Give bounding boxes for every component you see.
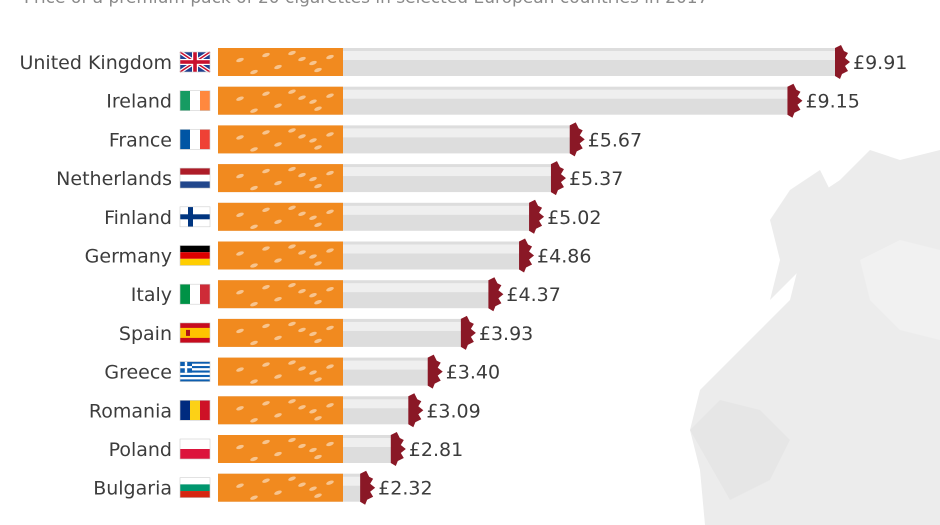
chart-row: Finland £5.02 (104, 199, 601, 234)
bar-highlight (343, 167, 554, 177)
cigarette-filter (218, 164, 343, 193)
chart-row: France £5.67 (109, 122, 642, 157)
bar-highlight (343, 51, 838, 60)
chart-row: Bulgaria £2.32 (93, 470, 433, 505)
filter-speckles (236, 244, 334, 268)
bar-highlight (343, 321, 464, 331)
country-label: Finland (104, 207, 172, 229)
greece-flag-icon (179, 361, 211, 382)
chart-row: Greece £3.40 (104, 354, 500, 389)
cigarette-filter (218, 86, 343, 115)
filter-speckles (236, 399, 334, 423)
filter-speckles (236, 283, 334, 307)
country-label: Greece (104, 362, 172, 384)
cigarette-ash-tip (519, 238, 535, 273)
country-label: Netherlands (56, 168, 172, 190)
netherlands-flag-icon (179, 167, 211, 189)
chart-row: Germany £4.86 (85, 238, 591, 273)
cigarette-ash-tip (460, 315, 476, 350)
country-label: Poland (109, 439, 172, 461)
cigarette-ash-tip (408, 393, 424, 428)
chart-row: Poland £2.81 (109, 432, 463, 466)
filter-speckles (236, 321, 334, 346)
value-label: £2.32 (378, 478, 432, 500)
cigarette-ash-tip (529, 199, 545, 234)
spain-flag-icon (179, 322, 211, 344)
value-label: £9.91 (853, 52, 907, 74)
filter-speckles (236, 476, 334, 500)
cigarette-filter (218, 48, 343, 76)
bar-highlight (343, 283, 492, 293)
finland-flag-icon (179, 206, 211, 228)
uk-flag-icon (178, 50, 212, 74)
cigarette-ash-tip (787, 83, 803, 118)
chart-row: Netherlands £5.37 (56, 161, 623, 196)
country-label: Romania (89, 400, 172, 422)
cigarette-filter (218, 125, 343, 154)
filter-speckles (236, 50, 334, 75)
filter-speckles (236, 89, 334, 113)
cigarette-ash-tip (488, 277, 504, 312)
cigarette-ash-tip (390, 432, 406, 466)
value-label: £5.02 (547, 207, 601, 229)
chart-row: United Kingdom £9.91 (19, 45, 907, 79)
bulgaria-flag-icon (179, 477, 211, 499)
chart-row: Ireland £9.15 (106, 83, 860, 118)
cigarette-ash-tip (835, 45, 850, 79)
filter-speckles (236, 360, 334, 384)
value-label: £4.86 (537, 246, 591, 268)
cigarette-filter (218, 473, 343, 502)
cigarette-filter (218, 280, 343, 309)
country-label: Bulgaria (93, 478, 172, 500)
value-label: £4.37 (506, 284, 560, 306)
cigarette-ash-tip (569, 122, 585, 157)
cigarette-ash-tip (427, 354, 443, 389)
poland-flag-icon (179, 438, 211, 460)
bar-highlight (343, 128, 573, 138)
value-label: £9.15 (805, 91, 859, 113)
chart-row: Romania £3.09 (89, 393, 481, 428)
value-label: £3.40 (446, 362, 500, 384)
value-label: £3.93 (479, 323, 533, 345)
filter-speckles (236, 166, 334, 191)
chart-row: Italy £4.37 (131, 277, 561, 312)
bar-highlight (343, 476, 364, 486)
cigarette-filter (218, 202, 343, 231)
ireland-flag-icon (179, 90, 211, 111)
cigarette-filter (218, 435, 343, 463)
cigarette-ash-tip (360, 470, 376, 505)
chart-row: Spain £3.93 (119, 315, 533, 350)
value-label: £5.67 (588, 129, 642, 151)
italy-flag-icon (179, 283, 211, 305)
cigarette-ash-tip (550, 161, 566, 196)
value-label: £3.09 (426, 400, 480, 422)
bar-highlight (343, 89, 791, 99)
country-label: United Kingdom (19, 52, 172, 74)
country-label: Spain (119, 323, 172, 345)
filter-speckles (236, 205, 334, 229)
romania-flag-icon (179, 399, 211, 421)
cigarette-filter (218, 318, 343, 347)
france-flag-icon (179, 129, 211, 150)
bar-highlight (343, 399, 412, 409)
value-label: £2.81 (409, 439, 463, 461)
value-label: £5.37 (569, 168, 623, 190)
bar-highlight (343, 360, 431, 370)
germany-flag-icon (179, 245, 211, 266)
country-label: France (109, 129, 172, 151)
bar-highlight (343, 438, 394, 447)
country-label: Germany (85, 246, 172, 268)
cigarette-filter (218, 357, 343, 386)
bar-highlight (343, 205, 533, 215)
chart-subtitle: Price of a premium pack of 20 cigarettes… (24, 0, 708, 8)
filter-speckles (236, 128, 334, 152)
country-label: Italy (131, 284, 172, 306)
cigarette-filter (218, 396, 343, 425)
country-label: Ireland (106, 91, 172, 113)
cigarette-filter (218, 241, 343, 270)
bar-highlight (343, 244, 523, 254)
filter-speckles (236, 437, 334, 462)
